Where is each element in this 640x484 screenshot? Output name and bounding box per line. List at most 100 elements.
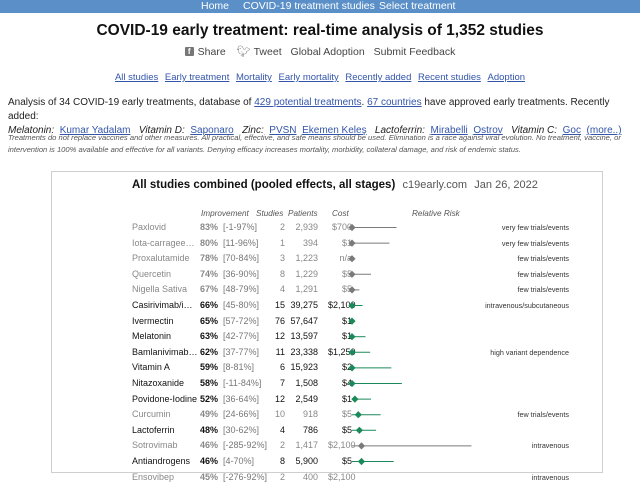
vitc-study-link[interactable]: Goc — [562, 125, 581, 136]
treatment-row[interactable]: Proxalutamide 78% [70-84%] 3 1,223 n/a few tri… — [52, 251, 602, 265]
improvement-value: 74% — [200, 268, 219, 279]
panel-date: Jan 26, 2022 — [474, 179, 538, 191]
confidence-interval: [70-84%] — [223, 253, 260, 264]
effect-diamond — [348, 301, 356, 310]
treatment-row[interactable]: Curcumin 49% [24-66%] 10 918 $5 few trials/eve… — [52, 407, 602, 421]
treatment-row[interactable]: Quercetin 74% [36-90%] 8 1,229 $5 few trials/e… — [52, 267, 602, 281]
tweet-link[interactable]: Tweet — [253, 45, 282, 58]
row-note: few trials/events — [517, 410, 569, 420]
tab-recently-added[interactable]: Recently added — [345, 72, 412, 83]
improvement-value: 58% — [200, 378, 219, 388]
header-patients: Patients — [288, 209, 318, 218]
melatonin-label: Melatonin: — [8, 125, 55, 136]
forest-plot-panel: All studies combined (pooled effects, al… — [51, 171, 603, 482]
confidence-interval: [42-77%] — [223, 331, 260, 342]
cost-value: $1,250 — [328, 346, 356, 357]
zinc-study-link-1[interactable]: PVSN — [269, 125, 297, 136]
treatment-row[interactable]: Lactoferrin 48% [30-62%] 4 786 $5 — [52, 423, 602, 437]
tab-recent-studies[interactable]: Recent studies — [418, 72, 481, 83]
improvement-value: 66% — [200, 300, 219, 310]
patient-count: 57,647 — [290, 315, 318, 326]
top-nav-bar: Home COVID-19 treatment studies Select t… — [0, 0, 640, 13]
treatment-row[interactable]: Nigella Sativa 67% [48-79%] 4 1,291 $5 few tri… — [52, 282, 602, 296]
tab-early-mortality[interactable]: Early mortality — [278, 72, 339, 83]
social-row: f Share 🐦︎ Tweet Global Adoption Submit Fe… — [0, 45, 640, 58]
improvement-value: 67% — [200, 284, 219, 295]
effect-diamond — [348, 333, 356, 341]
global-adoption-link[interactable]: Global Adoption — [290, 45, 365, 58]
treatment-row[interactable]: Povidone-Iodine 52% [36-64%] 12 2,549 $1 — [52, 392, 602, 406]
cost-value: $5 — [341, 424, 352, 435]
improvement-value: 62% — [200, 346, 219, 357]
confidence-interval: [36-90%] — [223, 268, 260, 279]
improvement-value: 49% — [200, 409, 219, 420]
treatment-row[interactable]: Vitamin A 59% [8-81%] 6 15,923 $2 — [52, 360, 602, 374]
facebook-icon[interactable]: f — [184, 47, 194, 56]
patient-count: 39,275 — [290, 300, 318, 310]
row-note: very few trials/events — [501, 238, 569, 248]
patient-count: 1,417 — [295, 440, 318, 451]
lacto-study-link-2[interactable]: Ostrov — [473, 125, 503, 136]
countries-link[interactable]: 67 countries — [367, 97, 422, 108]
forest-plot-marks — [348, 223, 472, 466]
treatment-row[interactable]: Ivermectin 65% [57-72%] 76 57,647 $1 — [52, 314, 602, 328]
improvement-value: 83% — [200, 222, 219, 232]
effect-diamond — [355, 426, 363, 434]
study-count: 12 — [274, 393, 285, 404]
cost-value: $1 — [341, 237, 352, 248]
lacto-study-link-1[interactable]: Mirabelli — [430, 125, 468, 136]
treatment-row[interactable]: Bamlanivimab/etesevimab62%[37-77%]1123,3… — [52, 345, 602, 359]
patient-count: 1,229 — [295, 268, 318, 279]
improvement-value: 80% — [200, 237, 219, 248]
header-relative-risk: Relative Risk — [412, 209, 460, 218]
submit-feedback-link[interactable]: Submit Feedback — [373, 45, 456, 58]
patient-count: 394 — [302, 237, 318, 248]
share-link[interactable]: Share — [197, 45, 226, 58]
tab-mortality[interactable]: Mortality — [235, 72, 272, 83]
confidence-interval: [4-70%] — [223, 456, 255, 466]
treatment-row[interactable]: Nitazoxanide 58% [-11-84%] 7 1,508 $4 — [52, 376, 602, 390]
patient-count: 5,900 — [295, 456, 318, 466]
confidence-interval: [-285-92%] — [223, 440, 268, 451]
effect-diamond — [351, 395, 359, 403]
tab-all-studies[interactable]: All studies — [114, 72, 159, 83]
study-count: 4 — [279, 424, 285, 435]
confidence-interval: [-276-92%] — [223, 471, 268, 482]
vitd-study-link[interactable]: Saponaro — [190, 125, 234, 136]
tab-early-treatment[interactable]: Early treatment — [164, 72, 230, 83]
nav-home-link[interactable]: Home — [201, 0, 230, 12]
tab-adoption[interactable]: Adoption — [487, 72, 526, 83]
row-note: intravenous — [531, 441, 569, 451]
cost-value: $2,100 — [328, 471, 356, 482]
cost-value: $5 — [341, 268, 352, 279]
improvement-value: 46% — [200, 440, 219, 451]
treatment-row[interactable]: Casirivimab/imdevimab66%[45-80%]1539,275… — [52, 298, 602, 312]
twitter-icon[interactable]: 🐦︎ — [236, 46, 251, 58]
cost-value: $4 — [341, 378, 352, 388]
confidence-interval: [-1-97%] — [223, 222, 258, 232]
confidence-interval: [30-62%] — [223, 424, 260, 435]
page-title: COVID-19 early treatment: real-time anal… — [96, 22, 544, 39]
study-count: 7 — [279, 378, 285, 388]
row-note: intravenous/subcutaneous — [485, 301, 569, 310]
treatment-row[interactable]: Iota-carrageenan 80% [11-96%] 1 394 $1 very fe… — [52, 236, 602, 250]
treatment-row[interactable]: Antiandrogens 46% [4-70%] 8 5,900 $5 — [52, 454, 602, 468]
cost-value: $2 — [341, 362, 352, 373]
treatment-row[interactable]: Paxlovid 83% [-1-97%] 2 2,939 $700 very few tr… — [52, 220, 602, 234]
nav-treatment-studies-link[interactable]: COVID-19 treatment studies — [243, 0, 375, 12]
nav-select-treatment-link[interactable]: Select treatment — [379, 0, 456, 12]
melatonin-study-link[interactable]: Kumar Yadalam — [59, 125, 131, 136]
effect-diamond — [357, 442, 366, 450]
study-count: 2 — [279, 222, 285, 232]
patient-count: 786 — [302, 424, 318, 435]
treatment-row[interactable]: Sotrovimab 46% [-285-92%] 2 1,417 $2,100 intra… — [52, 438, 602, 452]
header-cost: Cost — [332, 209, 349, 218]
panel-title-text: All studies combined (pooled effects, al… — [132, 179, 396, 191]
effect-diamond — [348, 270, 356, 278]
treatment-row[interactable]: Melatonin 63% [42-77%] 12 13,597 $1 — [52, 329, 602, 343]
treatment-name[interactable]: Ensovibep — [132, 471, 175, 482]
more-link[interactable]: (more..) — [586, 125, 622, 136]
potential-treatments-link[interactable]: 429 potential treatments — [254, 97, 362, 108]
improvement-value: 78% — [200, 253, 219, 264]
zinc-study-link-2[interactable]: Ekemen Keleş — [302, 125, 367, 136]
